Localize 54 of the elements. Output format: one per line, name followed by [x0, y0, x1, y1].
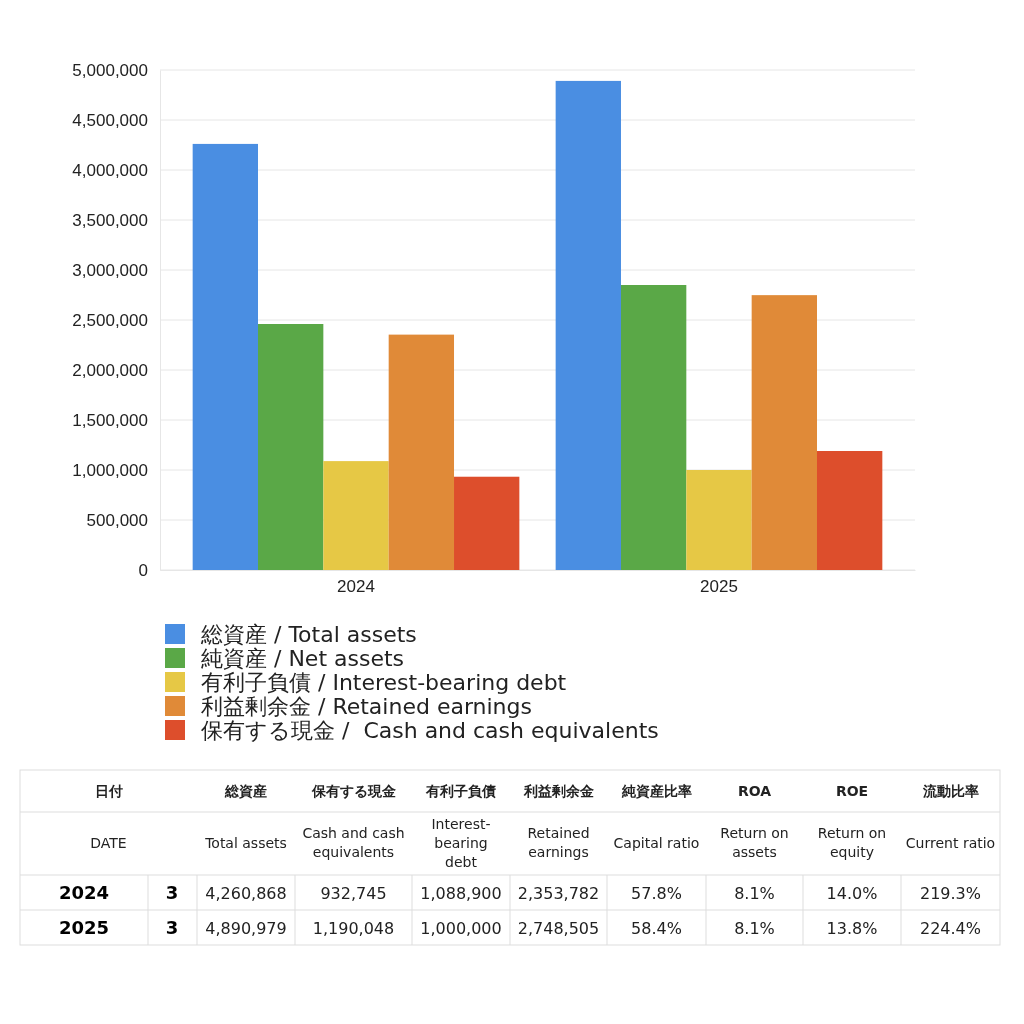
category-label: 2025 — [58, 916, 110, 938]
text: ROE — [835, 782, 869, 799]
text: 4,890,979 — [205, 918, 287, 938]
text: Cash and cash equivalents — [302, 825, 405, 861]
legend-label: 保有する現金 / Cash and cash equivalents — [201, 718, 659, 743]
text: 3 — [165, 881, 179, 903]
text: 13.8% — [826, 918, 878, 938]
y-tick-label: 0 — [138, 560, 148, 580]
text: Return on assets — [720, 825, 789, 861]
text: 日付 — [94, 782, 123, 799]
text: Return on equity — [817, 825, 887, 861]
text: 4,260,868 — [205, 883, 287, 903]
text: 流動比率 — [921, 782, 979, 799]
text: Capital ratio — [613, 834, 700, 851]
text: Retained earnings — [527, 825, 590, 861]
y-tick-label: 500,000 — [86, 510, 148, 530]
y-tick-label: 3,500,000 — [72, 210, 148, 230]
text: Current ratio — [905, 834, 996, 851]
text: 219.3% — [919, 883, 982, 903]
text: 932,745 — [320, 883, 387, 903]
text: 2,748,505 — [517, 918, 600, 938]
text: 57.8% — [631, 883, 682, 903]
y-tick-label: 1,500,000 — [72, 410, 148, 430]
text: 224.4% — [919, 918, 982, 938]
legend-label: 利益剰余金 / Retained earnings — [201, 694, 532, 719]
text: 有利子負債 — [425, 782, 496, 799]
text: 利益剰余金 — [522, 782, 595, 799]
text: Total assets — [204, 834, 287, 851]
text: 2,353,782 — [517, 883, 600, 903]
text: 8.1% — [734, 918, 775, 938]
y-tick-label: 4,500,000 — [72, 110, 148, 130]
legend-label: 純資産 / Net assets — [201, 646, 405, 671]
y-tick-label: 1,000,000 — [72, 460, 148, 480]
text: 58.4% — [631, 918, 682, 938]
text: ROA — [737, 782, 772, 799]
y-tick-label: 2,500,000 — [72, 310, 148, 330]
text: 総資産 — [224, 782, 267, 799]
y-tick-label: 2,000,000 — [72, 360, 148, 380]
text: DATE — [90, 834, 127, 851]
text: 1,190,048 — [312, 918, 395, 938]
text: 純資産比率 — [620, 782, 692, 799]
text: 1,088,900 — [420, 883, 502, 903]
text: Interest-bearing debt — [431, 816, 491, 870]
y-tick-label: 4,000,000 — [72, 160, 148, 180]
text: 1,000,000 — [420, 918, 502, 938]
text: 14.0% — [826, 883, 878, 903]
legend-label: 総資産 / Total assets — [200, 622, 417, 647]
legend-label: 有利子負債 / Interest-bearing debt — [201, 670, 567, 695]
category-label: 2024 — [58, 881, 110, 903]
text: 保有する現金 — [310, 782, 397, 799]
y-tick-label: 3,000,000 — [72, 260, 148, 280]
y-tick-label: 5,000,000 — [72, 60, 148, 80]
text: 8.1% — [734, 883, 775, 903]
text: 3 — [165, 916, 179, 938]
